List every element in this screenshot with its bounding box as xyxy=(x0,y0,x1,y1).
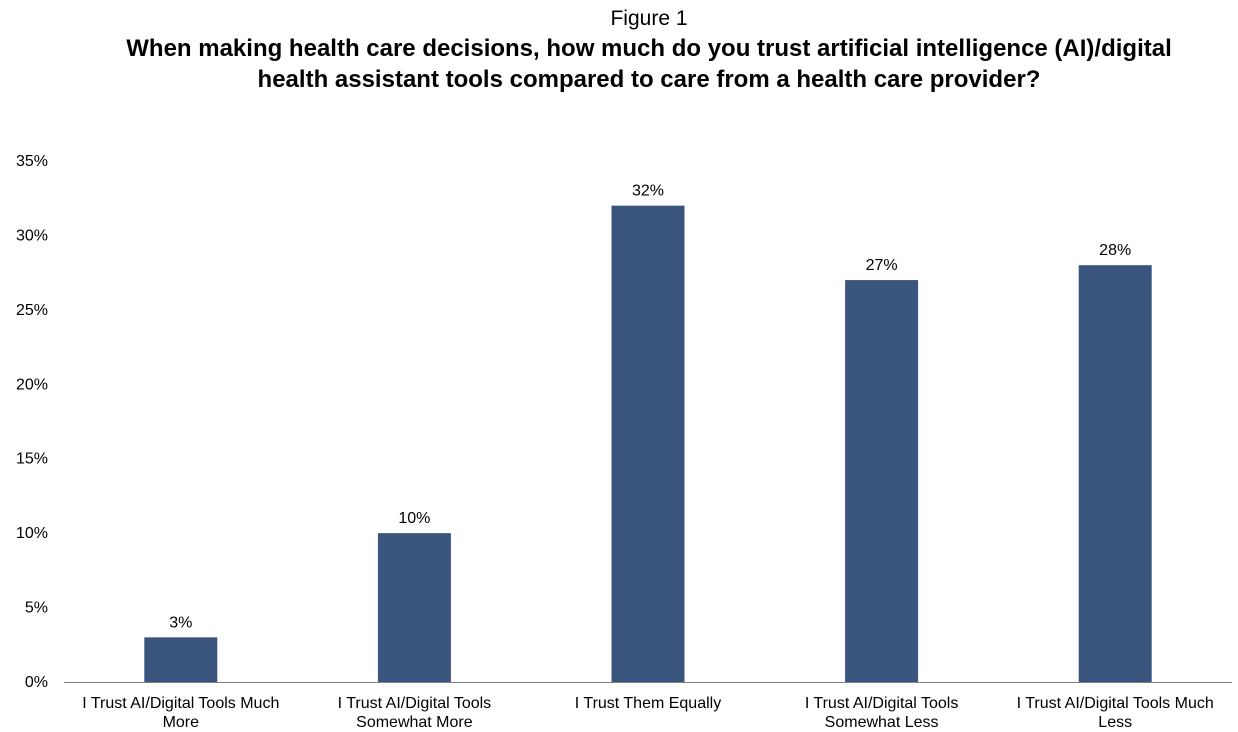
data-label: 28% xyxy=(1099,242,1131,259)
bar xyxy=(377,533,451,682)
bar xyxy=(845,280,919,682)
x-axis-labels: I Trust AI/Digital Tools Much More I Trust… xyxy=(82,695,1214,731)
y-tick-label: 15% xyxy=(16,451,48,468)
y-tick-label: 10% xyxy=(16,525,48,542)
data-label: 10% xyxy=(398,510,430,527)
bar xyxy=(1078,265,1152,682)
data-label: 27% xyxy=(866,257,898,274)
data-labels: 3% 10% 32% 27% 28% xyxy=(169,183,1131,632)
x-tick-label: I Trust AI/Digital Tools Much More xyxy=(82,695,279,731)
data-label: 3% xyxy=(169,614,192,631)
y-tick-label: 5% xyxy=(25,600,48,617)
x-tick-label: I Trust AI/Digital Tools Somewhat Less xyxy=(805,695,959,731)
bar xyxy=(611,205,685,682)
bars xyxy=(144,205,1152,682)
data-label: 32% xyxy=(632,183,664,200)
x-tick-label: I Trust Them Equally xyxy=(575,695,721,712)
y-tick-label: 25% xyxy=(16,302,48,319)
y-axis-ticks: 0% 5% 10% 15% 20% 25% 30% 35% xyxy=(16,153,48,691)
x-tick-label: I Trust AI/Digital Tools Somewhat More xyxy=(338,695,492,731)
figure-label: Figure 1 xyxy=(610,7,688,30)
y-tick-label: 30% xyxy=(16,227,48,244)
y-tick-label: 35% xyxy=(16,153,48,170)
chart-title: When making health care decisions, how m… xyxy=(126,35,1172,93)
bar xyxy=(144,637,218,682)
y-tick-label: 0% xyxy=(25,674,48,691)
y-tick-label: 20% xyxy=(16,376,48,393)
x-tick-label: I Trust AI/Digital Tools Much Less xyxy=(1017,695,1214,731)
